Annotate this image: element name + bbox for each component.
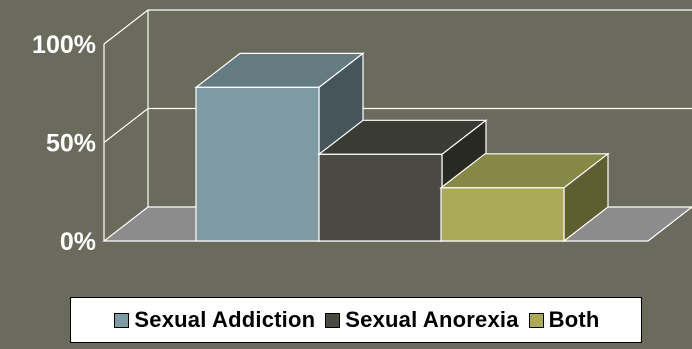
y-tick-label: 50% [46,130,96,158]
legend-swatch-sexual-addiction [114,312,130,328]
legend-label-both: Both [548,307,600,332]
legend: Sexual Addiction Sexual Anorexia Both [70,297,642,343]
bar-front [318,153,443,242]
legend-item-sexual-anorexia: Sexual Anorexia [323,307,518,333]
legend-item-both: Both [527,307,600,333]
legend-item-sexual-addiction: Sexual Addiction [112,307,315,333]
legend-swatch-sexual-anorexia [325,312,341,328]
bar-front [195,86,320,242]
legend-swatch-both [528,312,544,328]
y-tick-label: 100% [32,31,96,59]
y-tick-label: 0% [60,228,96,256]
gridline-side [103,9,149,45]
gridline-side [103,108,149,143]
bar-front [440,187,565,242]
legend-label-sexual-addiction: Sexual Addiction [134,307,316,332]
legend-label-sexual-anorexia: Sexual Anorexia [345,307,519,332]
